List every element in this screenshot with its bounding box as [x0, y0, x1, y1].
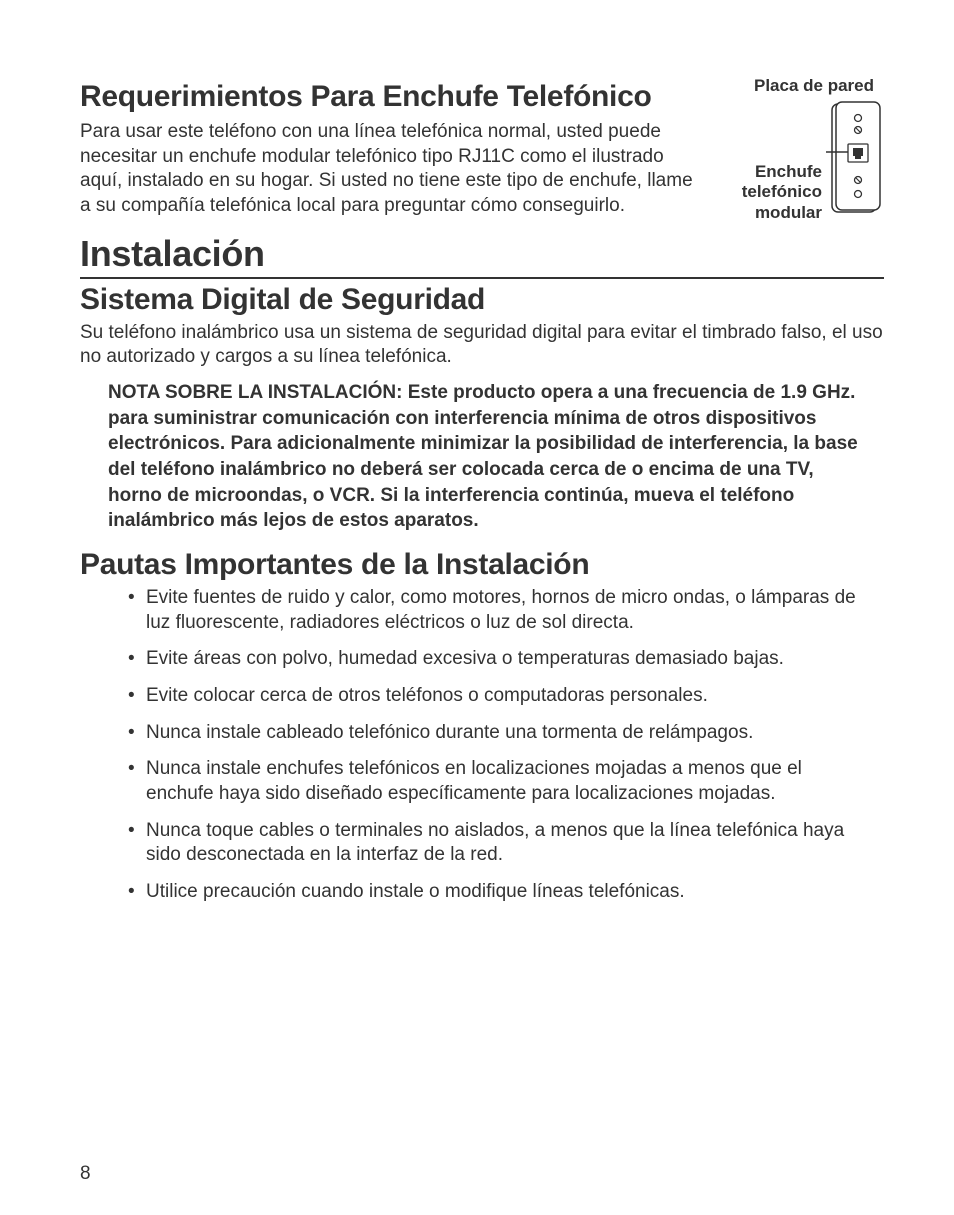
- list-item: Nunca instale cableado telefónico durant…: [128, 721, 874, 746]
- para-requerimientos: Para usar este teléfono con una línea te…: [80, 120, 700, 219]
- jack-label-line3: modular: [755, 203, 822, 222]
- installation-note: NOTA SOBRE LA INSTALACIÓN: Este producto…: [108, 380, 884, 534]
- document-page: Placa de pared Enchufe telefónico modula…: [0, 0, 954, 1215]
- list-item: Evite fuentes de ruido y calor, como mot…: [128, 586, 874, 635]
- list-item: Utilice precaución cuando instale o modi…: [128, 880, 874, 905]
- list-item: Evite áreas con polvo, humedad excesiva …: [128, 647, 874, 672]
- subheading-sistema-digital: Sistema Digital de Seguridad: [80, 283, 884, 317]
- list-item: Nunca toque cables o terminales no aisla…: [128, 819, 874, 868]
- heading-instalacion: Instalación: [80, 233, 884, 279]
- page-number: 8: [80, 1163, 91, 1185]
- heading-pautas: Pautas Importantes de la Instalación: [80, 548, 884, 582]
- wall-plate-icon: [826, 100, 884, 218]
- list-item: Nunca instale enchufes telefónicos en lo…: [128, 757, 874, 806]
- section-requerimientos: Placa de pared Enchufe telefónico modula…: [80, 80, 884, 219]
- bullet-list: Evite fuentes de ruido y calor, como mot…: [80, 586, 884, 905]
- jack-label-line1: Enchufe: [755, 162, 822, 181]
- list-item: Evite colocar cerca de otros teléfonos o…: [128, 684, 874, 709]
- para-sistema-digital: Su teléfono inalámbrico usa un sistema d…: [80, 321, 884, 370]
- wall-plate-label: Placa de pared: [744, 76, 884, 96]
- jack-label: Enchufe telefónico modular: [742, 162, 822, 223]
- jack-label-line2: telefónico: [742, 182, 822, 201]
- wall-plate-figure: Placa de pared Enchufe telefónico modula…: [704, 76, 884, 218]
